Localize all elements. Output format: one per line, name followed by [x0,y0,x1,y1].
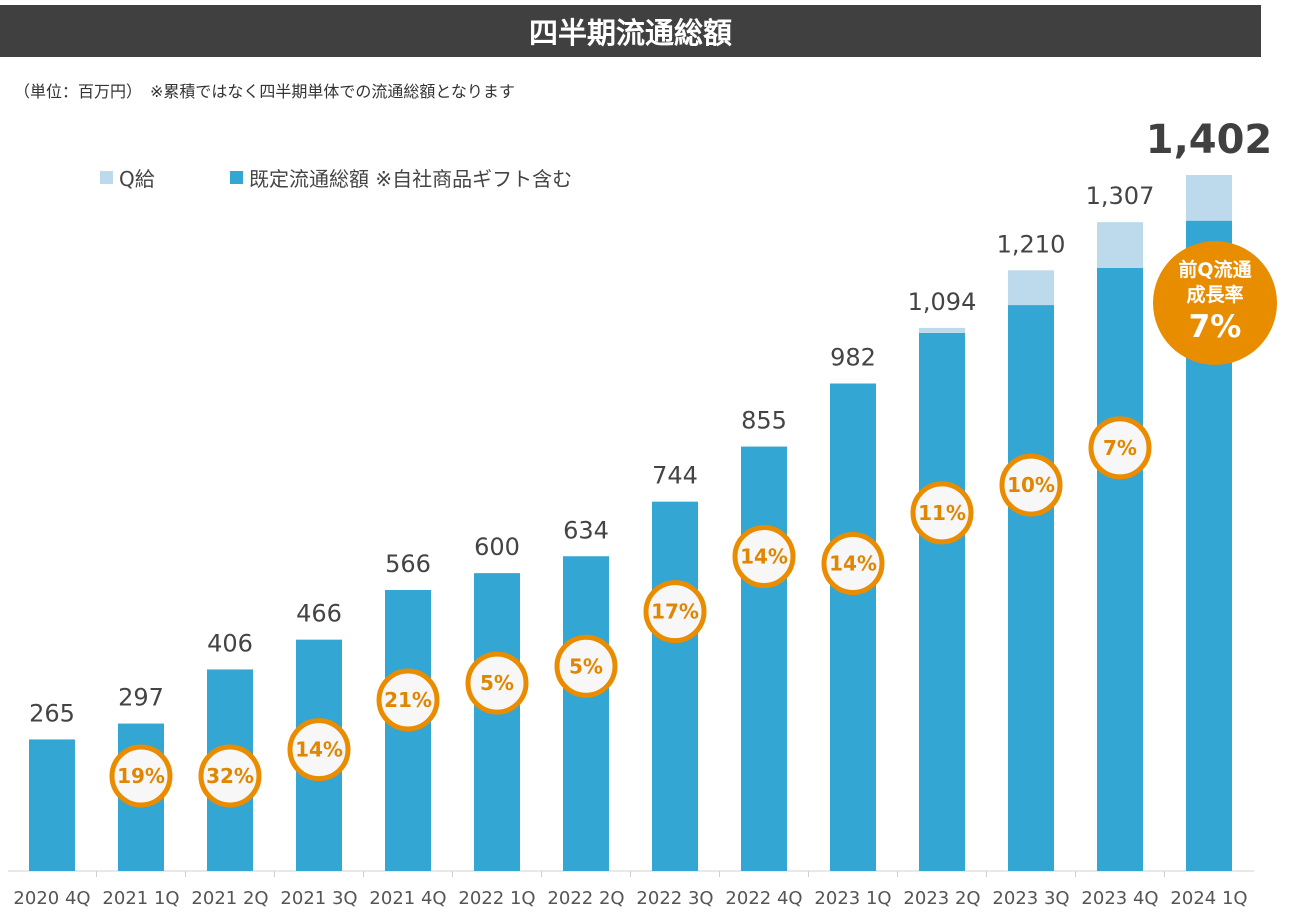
legend-item-main: 既定流通総額 ※自社商品ギフト含む [230,163,572,192]
growth-rate-circle [910,481,974,545]
bar-main [1097,267,1143,871]
growth-rate-label: 11% [918,501,966,525]
growth-rate-circle [1088,416,1152,480]
growth-rate-circle [732,525,796,589]
bar-main [1008,305,1054,871]
bar-q-pay [1186,175,1232,221]
bar-total-label: 265 [29,699,75,727]
chart-title: 四半期流通総額 [0,5,1261,57]
growth-callout: 前Q流通 成長率 7% [1153,241,1277,365]
bar-total-label: 1,094 [908,288,977,316]
growth-rate-label: 19% [117,764,165,788]
growth-rate-circle [109,744,173,808]
growth-rate-circle [198,744,262,808]
bar-main [741,446,787,871]
bar-main [563,556,609,871]
bar-main [474,573,520,871]
bar-main [29,739,75,871]
growth-rate-label: 7% [1103,436,1137,460]
growth-rate-circle [643,580,707,644]
bar-total-label: 1,210 [997,230,1066,258]
x-tick-label: 2021 1Q [102,888,179,909]
growth-callout-line1: 前Q流通 [1178,258,1252,281]
legend-item-q-pay: Q給 [100,163,155,192]
x-tick-label: 2022 3Q [636,888,713,909]
x-tick-label: 2022 4Q [725,888,802,909]
x-tick-label: 2024 1Q [1170,888,1247,909]
growth-rate-circle [821,532,885,596]
growth-rate-label: 21% [384,688,432,712]
bar-total-label: 1,307 [1086,182,1155,210]
growth-rate-label: 14% [740,545,788,569]
x-tick-label: 2023 2Q [903,888,980,909]
growth-rate-circle [554,634,618,698]
growth-callout-circle [1153,241,1277,365]
bar-total-label: 744 [652,462,698,490]
growth-rate-label: 14% [295,738,343,762]
bar-total-label: 600 [474,533,520,561]
x-tick-label: 2021 3Q [280,888,357,909]
x-tick-label: 2022 2Q [547,888,624,909]
growth-rate-label: 5% [480,671,514,695]
growth-rate-label: 10% [1007,473,1055,497]
x-tick-label: 2023 4Q [1081,888,1158,909]
growth-callout-value: 7% [1189,309,1242,345]
legend-swatch-q-pay [100,171,113,184]
growth-rate-label: 14% [829,552,877,576]
bar-q-pay [1097,222,1143,268]
legend-label-q-pay: Q給 [119,167,155,191]
bar-main [652,501,698,871]
growth-callout-line2: 成長率 [1186,283,1243,306]
x-tick-label: 2021 4Q [369,888,446,909]
growth-rate-circle [465,651,529,715]
x-tick-label: 2023 1Q [814,888,891,909]
unit-note: （単位：百万円） ※累積ではなく四半期単体での流通総額となります [14,82,515,101]
growth-rate-label: 5% [569,654,603,678]
bar-total-label: 466 [296,600,342,628]
bar-total-label: 297 [118,684,164,712]
bar-total-label: 406 [207,629,253,657]
growth-rate-circle [999,453,1063,517]
legend-swatch-main [230,171,243,184]
legend-label-main: 既定流通総額 ※自社商品ギフト含む [249,167,573,191]
x-tick-label: 2023 3Q [992,888,1069,909]
x-tick-label: 2022 1Q [458,888,535,909]
growth-rate-label: 17% [651,600,699,624]
x-tick-label: 2020 4Q [13,888,90,909]
bar-q-pay [919,327,965,333]
bar-total-label: 855 [741,407,787,435]
x-tick-label: 2021 2Q [191,888,268,909]
growth-rate-label: 32% [206,764,254,788]
bar-total-label: 982 [830,344,876,372]
bar-q-pay [1008,270,1054,306]
bar-total-label: 1,402 [1146,117,1273,163]
bar-total-label: 634 [563,516,609,544]
bar-main [830,383,876,871]
bar-total-label: 566 [385,550,431,578]
growth-rate-circle [376,668,440,732]
growth-rate-circle [287,718,351,782]
bar-main [919,332,965,871]
